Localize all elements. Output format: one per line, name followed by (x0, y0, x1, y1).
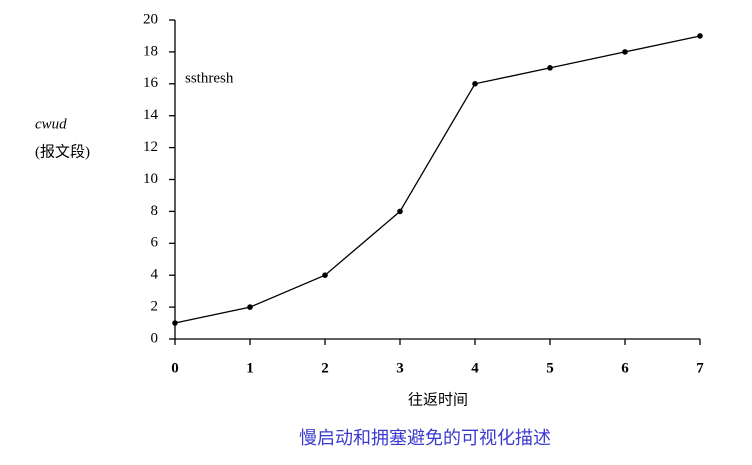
x-axis-label: 往返时间 (408, 391, 468, 408)
data-point (622, 49, 628, 55)
y-tick-label: 6 (151, 235, 159, 251)
y-tick-label: 4 (151, 267, 159, 283)
x-tick-label: 3 (396, 360, 404, 376)
y-tick-label: 10 (143, 171, 158, 187)
y-tick-label: 0 (151, 330, 159, 346)
y-tick-label: 2 (151, 299, 159, 315)
data-point (322, 272, 328, 279)
x-tick-label: 5 (546, 360, 554, 376)
x-tick-label: 0 (171, 360, 179, 376)
data-point (547, 65, 553, 71)
x-tick-label: 6 (621, 360, 629, 376)
y-axis-label: cwud (35, 116, 67, 132)
data-point (697, 33, 703, 39)
x-tick-label: 4 (471, 360, 479, 376)
data-point (472, 81, 478, 87)
data-point (247, 304, 253, 310)
y-tick-label: 16 (143, 75, 159, 91)
y-tick-label: 18 (143, 43, 158, 59)
y-axis-unit: (报文段) (35, 143, 90, 160)
data-point (397, 208, 403, 215)
x-tick-label: 7 (696, 360, 704, 376)
chart-title: 慢启动和拥塞避免的可视化描述 (299, 428, 551, 448)
y-tick-label: 14 (143, 107, 159, 123)
data-point (172, 320, 178, 326)
annotation: ssthresh (185, 70, 234, 86)
y-tick-label: 8 (151, 203, 159, 219)
x-tick-label: 1 (246, 360, 254, 376)
y-tick-label: 20 (143, 11, 158, 27)
y-tick-label: 12 (143, 139, 158, 155)
x-tick-label: 2 (321, 360, 329, 376)
data-line (174, 35, 701, 324)
